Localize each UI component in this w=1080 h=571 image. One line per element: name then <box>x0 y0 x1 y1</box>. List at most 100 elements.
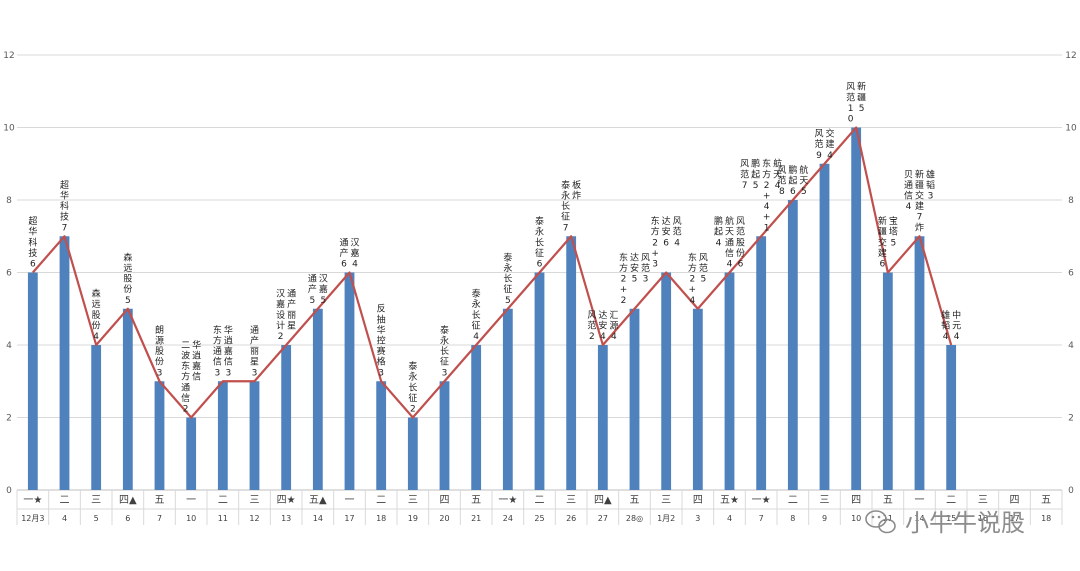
annotation-label: 鹏起 5 <box>751 158 760 191</box>
annotation-label: 汉嘉设计 2 <box>276 289 285 342</box>
annotation-label: 泰永长征 3 <box>440 324 449 378</box>
bar <box>851 127 862 490</box>
annotation-label: 森远股份 4 <box>92 288 101 342</box>
annotation-label: 宝塔 5 <box>889 215 898 248</box>
x-weekday-label: 二 <box>535 495 545 506</box>
annotation-label: 泰永长征 6 <box>535 215 544 269</box>
annotation-label: 达安 6 <box>662 215 671 248</box>
bar <box>471 345 482 490</box>
annotation-label: 东方 2 +2 <box>619 251 628 305</box>
x-weekday-label: 四 <box>851 495 861 506</box>
bar <box>882 272 893 490</box>
x-weekday-label: 四★ <box>277 495 296 506</box>
x-date-label: 7 <box>157 514 162 523</box>
x-date-label: 13 <box>281 514 291 523</box>
x-weekday-label: 四 <box>440 495 450 506</box>
x-date-label: 27 <box>598 514 608 523</box>
y-tick-label-right: 10 <box>1065 124 1077 134</box>
y-axis-left: 0 2 4 6 8 10 12 <box>3 51 15 496</box>
x-weekday-label: 四▲ <box>119 495 137 506</box>
x-date-label: 25 <box>534 514 544 523</box>
annotation-label: 朗源股份 3 <box>155 324 164 378</box>
x-weekday-label: 五 <box>471 495 481 506</box>
x-date-label: 17 <box>1009 514 1019 523</box>
x-weekday-label: 一 <box>345 495 355 506</box>
annotation-label: 风范 5 <box>699 252 708 284</box>
bar <box>566 236 577 490</box>
x-weekday-label: 二 <box>946 495 956 506</box>
annotation-label: 通产丽星 <box>287 289 296 332</box>
annotation-label: 中元 4 <box>952 309 961 342</box>
x-date-label: 12 <box>249 514 259 523</box>
annotation-label: 达安 5 <box>630 251 639 284</box>
x-weekday-label: 四 <box>693 495 703 506</box>
line-series <box>32 126 953 419</box>
annotation-label: 超华科技 6 <box>28 215 37 269</box>
bar <box>217 381 228 490</box>
y-tick-label-left: 0 <box>6 486 12 496</box>
x-weekday-label: 三 <box>978 495 988 506</box>
x-weekday-label: 五 <box>1041 495 1051 506</box>
y-tick-label-right: 8 <box>1068 196 1074 206</box>
annotation-label: 航天通信 4 <box>725 215 734 269</box>
annotation-label: 鹏起 4 <box>714 215 723 248</box>
bar <box>122 308 133 490</box>
annotation-label: 超华科技 7 <box>60 179 69 233</box>
bar <box>91 345 102 490</box>
annotation-label: 风范 7 <box>740 159 749 191</box>
annotation-label: 泰永长征 5 <box>503 251 512 305</box>
x-date-label: 4 <box>62 514 67 523</box>
x-date-label: 9 <box>822 514 827 523</box>
annotation-label: 通产 5 <box>308 274 317 306</box>
x-date-label: 24 <box>503 514 513 523</box>
x-weekday-label: 二 <box>218 495 228 506</box>
x-weekday-label: 四 <box>1010 495 1020 506</box>
x-date-label: 18 <box>1041 514 1051 523</box>
annotation-label: 风范 8 <box>777 165 786 197</box>
x-date-label: 14 <box>914 514 924 523</box>
bar <box>344 272 355 490</box>
x-weekday-label: 三 <box>91 495 101 506</box>
bar <box>27 272 38 490</box>
annotation-label: 泰永长征 2 <box>408 360 417 414</box>
bar <box>756 236 767 490</box>
annotation-label: 东方通信 3 <box>213 324 222 378</box>
y-tick-label-right: 12 <box>1065 51 1076 61</box>
x-weekday-label: 一 <box>915 495 925 506</box>
bar <box>819 163 830 490</box>
annotation-label: 风范 4 <box>673 216 682 248</box>
x-date-label: 16 <box>978 514 988 523</box>
x-date-label: 28◎ <box>626 514 643 523</box>
bar <box>312 308 323 490</box>
x-weekday-label: 三 <box>661 495 671 506</box>
annotation-label: 新疆交建 7 炸 <box>915 168 924 233</box>
annotation-label: 泰永长征 7 <box>561 179 570 233</box>
annotation-label: 新疆 5 <box>857 81 866 114</box>
x-date-label: 12月3 <box>21 514 44 523</box>
watermark: 小牛牛说股 <box>865 509 1025 537</box>
x-date-label: 19 <box>408 514 418 523</box>
x-weekday-label: 三 <box>250 495 260 506</box>
bar <box>629 308 640 490</box>
annotation-label: 风范 2 <box>587 310 596 342</box>
x-date-label: 8 <box>790 514 795 523</box>
wechat-logo-icon <box>865 510 896 534</box>
x-weekday-label: 五▲ <box>309 495 327 506</box>
y-tick-label-right: 0 <box>1068 486 1074 496</box>
bar <box>502 308 513 490</box>
annotation-label: 贝通信 4 <box>904 169 913 212</box>
bar <box>59 236 70 490</box>
x-weekday-label: 五 <box>630 495 640 506</box>
x-date-label: 10 <box>851 514 861 523</box>
x-weekday-label: 一★ <box>23 495 42 506</box>
bar <box>376 381 387 490</box>
x-date-label: 7 <box>759 514 764 523</box>
bar <box>597 345 608 490</box>
annotation-label: 二波东方通信 2 <box>181 341 190 415</box>
x-date-label: 4 <box>727 514 732 523</box>
annotation-label: 华逍嘉信 <box>192 339 201 383</box>
x-weekday-label: 五 <box>883 495 893 506</box>
x-date-label: 18 <box>376 514 386 523</box>
